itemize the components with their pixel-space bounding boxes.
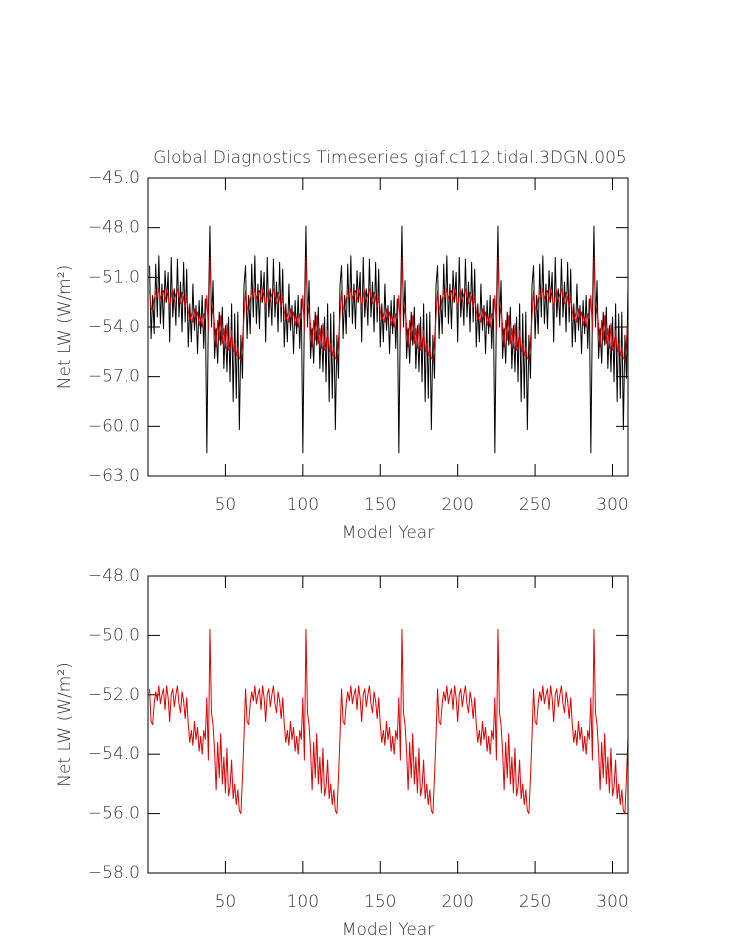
series-line: [149, 225, 629, 454]
y-tick-label: −52.0: [88, 685, 140, 705]
y-tick-label: −51.0: [88, 267, 140, 287]
x-tick-label: 200: [441, 495, 473, 515]
y-tick-label: −56.0: [88, 804, 140, 824]
y-axis-label: Net LW (W/m²): [55, 265, 75, 390]
x-tick-label: 300: [596, 495, 628, 515]
series-line: [149, 628, 629, 815]
x-tick-label: 250: [519, 892, 551, 912]
x-tick-label: 100: [287, 892, 319, 912]
x-tick-label: 100: [287, 495, 319, 515]
y-axis-label: Net LW (W/m²): [55, 662, 75, 787]
y-tick-label: −58.0: [88, 863, 140, 883]
plot-frame: [147, 177, 629, 477]
y-tick-label: −48.0: [88, 566, 140, 586]
y-tick-label: −48.0: [88, 218, 140, 238]
y-tick-label: −54.0: [88, 744, 140, 764]
x-tick-label: 300: [596, 892, 628, 912]
x-axis-label: Model Year: [342, 920, 434, 940]
y-tick-label: −60.0: [88, 416, 140, 436]
x-tick-label: 150: [364, 495, 396, 515]
y-tick-label: −50.0: [88, 625, 140, 645]
y-tick-label: −63.0: [88, 466, 140, 486]
x-tick-label: 200: [441, 892, 473, 912]
chart-title: Global Diagnostics Timeseries giaf.c112.…: [153, 148, 627, 168]
series-line: [149, 256, 629, 361]
plot-frame: [147, 575, 629, 874]
x-tick-label: 250: [519, 495, 551, 515]
x-axis-label: Model Year: [342, 523, 434, 543]
x-tick-label: 50: [215, 892, 237, 912]
y-tick-label: −54.0: [88, 317, 140, 337]
x-tick-label: 150: [364, 892, 396, 912]
y-tick-label: −57.0: [88, 367, 140, 387]
x-tick-label: 50: [215, 495, 237, 515]
y-tick-label: −45.0: [88, 168, 140, 188]
